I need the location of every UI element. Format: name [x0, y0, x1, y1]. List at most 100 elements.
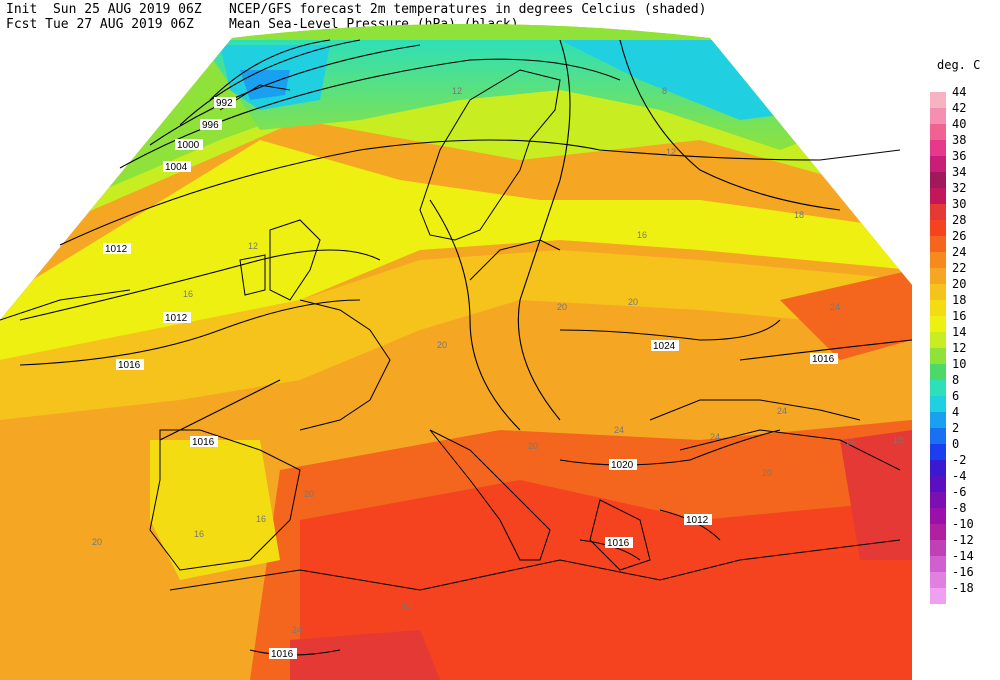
isobar-label: 1012 [105, 244, 128, 255]
isobar-label: 1016 [192, 437, 215, 448]
isobar-label: 1016 [118, 360, 141, 371]
legend-swatch [930, 300, 946, 316]
isobar-label: 1016 [271, 649, 294, 660]
temp-label: 24 [292, 625, 302, 635]
legend-label: 20 [952, 277, 967, 291]
legend-swatch [930, 108, 946, 124]
legend-swatch [930, 188, 946, 204]
isobar-label: 1000 [177, 140, 200, 151]
legend-swatch [930, 476, 946, 492]
legend-swatch [930, 252, 946, 268]
isobar-label: 1004 [165, 162, 188, 173]
legend-label: 10 [952, 357, 967, 371]
temp-label: 12 [666, 147, 676, 157]
legend-swatch [930, 172, 946, 188]
isobar-label: 1012 [686, 515, 709, 526]
legend-swatch [930, 156, 946, 172]
legend-label: 28 [952, 213, 967, 227]
legend-swatch [930, 556, 946, 572]
temp-label: 20 [304, 489, 314, 499]
legend-swatch [930, 460, 946, 476]
isobar-label: 1016 [812, 354, 835, 365]
temperature-labels: 8 12 12 12 16 16 18 20 20 20 20 20 24 24… [92, 86, 903, 635]
header-title-temp: NCEP/GFS forecast 2m temperatures in deg… [229, 2, 707, 17]
legend-swatch [930, 236, 946, 252]
legend-label: -12 [952, 533, 974, 547]
temp-label: 16 [256, 514, 266, 524]
legend-swatch [930, 540, 946, 556]
temp-label: 20 [557, 302, 567, 312]
legend-label: 34 [952, 165, 967, 179]
legend-swatch [930, 396, 946, 412]
legend-label: 24 [952, 245, 967, 259]
temp-label: 20 [528, 441, 538, 451]
temp-label: 8 [662, 86, 667, 96]
legend-label: -16 [952, 565, 974, 579]
legend-swatch [930, 316, 946, 332]
isobar-label: 1020 [611, 460, 634, 471]
legend-swatch [930, 348, 946, 364]
temp-label: 24 [830, 302, 840, 312]
temp-label: 20 [437, 340, 447, 350]
legend-label: 26 [952, 229, 967, 243]
isobar-label: 1012 [165, 313, 188, 324]
legend-label: 12 [952, 341, 967, 355]
isobar-label: 996 [202, 120, 219, 131]
isobar-label: 992 [216, 98, 233, 109]
legend-swatch [930, 204, 946, 220]
legend-swatch [930, 492, 946, 508]
legend-title: deg. C [937, 58, 981, 72]
legend-label: -4 [952, 469, 967, 483]
legend-swatch [930, 124, 946, 140]
legend-swatch [930, 428, 946, 444]
legend-swatch [930, 380, 946, 396]
temp-label: 16 [194, 529, 204, 539]
isobar-label: 1016 [607, 538, 630, 549]
legend-swatch [930, 140, 946, 156]
legend-swatch [930, 92, 946, 108]
header-fcst: Fcst Tue 27 AUG 2019 06Z [6, 17, 194, 32]
legend-swatch [930, 220, 946, 236]
temp-label: 24 [614, 425, 624, 435]
temp-label: 24 [401, 602, 411, 612]
legend-label: 22 [952, 261, 967, 275]
legend-label: 40 [952, 117, 967, 131]
legend-swatch [930, 588, 946, 604]
legend-label: -10 [952, 517, 974, 531]
legend-swatch [930, 508, 946, 524]
temp-label: 18 [794, 210, 804, 220]
legend-label: 38 [952, 133, 967, 147]
temp-label: 24 [710, 432, 720, 442]
legend-label: 42 [952, 101, 967, 115]
temp-label: 20 [92, 537, 102, 547]
legend-label: -8 [952, 501, 967, 515]
legend-swatch [930, 364, 946, 380]
temp-label: 12 [452, 86, 462, 96]
legend-label: -14 [952, 549, 974, 563]
legend-label: 18 [952, 293, 967, 307]
temp-label: 12 [248, 241, 258, 251]
temp-label: 10 [893, 435, 903, 445]
legend-label: 8 [952, 373, 960, 387]
legend-label: 30 [952, 197, 967, 211]
temp-label: 16 [637, 230, 647, 240]
legend-label: -6 [952, 485, 967, 499]
temp-label: 20 [628, 297, 638, 307]
legend-label: 44 [952, 85, 967, 99]
legend-label: 4 [952, 405, 960, 419]
temp-label: 20 [762, 468, 772, 478]
legend-label: -2 [952, 453, 967, 467]
legend-label: 2 [952, 421, 960, 435]
temp-label: 16 [183, 289, 193, 299]
isobar-label: 1024 [653, 341, 676, 352]
temp-label: 24 [777, 406, 787, 416]
legend-label: 16 [952, 309, 967, 323]
legend-label: 0 [952, 437, 960, 451]
isobar-labels: 992 996 1000 1004 1012 1012 1016 1016 10… [103, 97, 838, 660]
legend-label: 6 [952, 389, 960, 403]
legend-label: 14 [952, 325, 967, 339]
legend-swatch [930, 332, 946, 348]
legend-swatch [930, 412, 946, 428]
